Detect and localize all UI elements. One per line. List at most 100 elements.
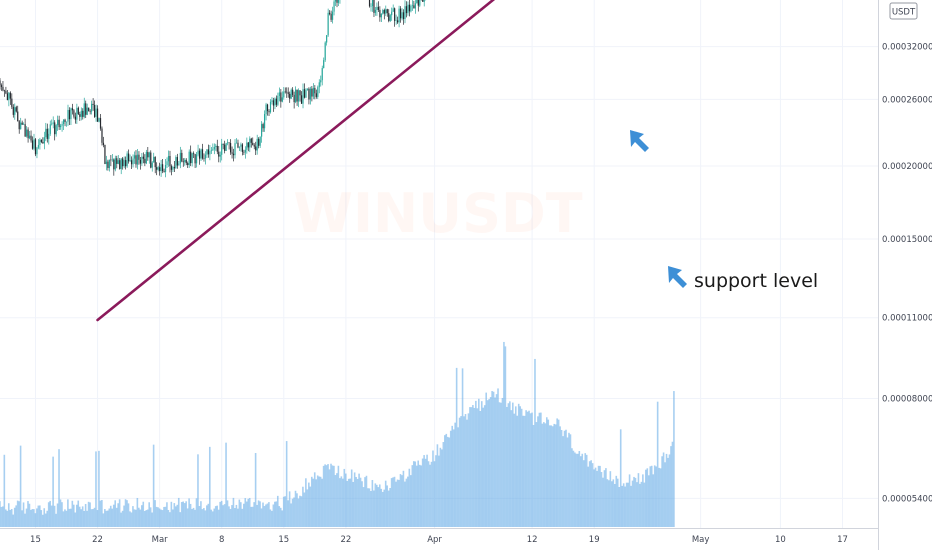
volume-bar — [526, 411, 529, 527]
volume-bar — [380, 488, 383, 527]
candle-body — [46, 128, 48, 139]
candle-body — [213, 146, 215, 150]
x-tick-label: 22 — [340, 535, 351, 545]
candle-body — [68, 109, 71, 120]
support-level-label: support level — [694, 270, 818, 292]
candle-body — [271, 100, 273, 102]
volume-bar — [207, 503, 210, 527]
volume-bar — [381, 491, 384, 527]
volume-bar — [2, 506, 4, 527]
volume-bar — [28, 503, 31, 527]
candle-body — [9, 92, 11, 99]
volume-bar — [31, 509, 34, 527]
candle-body — [197, 150, 199, 155]
candle-body — [228, 142, 230, 144]
volume-bar — [260, 508, 263, 527]
volume-bar — [523, 415, 526, 527]
volume-bar — [223, 504, 226, 527]
volume-bar — [652, 474, 655, 527]
volume-bar — [124, 499, 127, 527]
candle-body — [31, 140, 34, 149]
volume-bar — [340, 476, 343, 527]
volume-bar — [226, 500, 229, 527]
volume-bar — [640, 481, 643, 527]
volume-bar — [404, 481, 406, 527]
volume-bar — [482, 407, 485, 527]
y-axis: USDT 0.003800000.003200000.002600000.002… — [878, 0, 932, 550]
candle-body — [0, 85, 3, 87]
volume-bar — [107, 510, 109, 527]
volume-bar — [308, 482, 310, 527]
volume-bar — [80, 509, 82, 527]
candle-body — [194, 154, 196, 164]
volume-bar — [500, 402, 502, 527]
volume-bar — [547, 419, 550, 527]
volume-bar — [62, 511, 65, 527]
candle-body — [289, 93, 291, 99]
candle-body — [385, 9, 387, 14]
candle-body — [280, 92, 282, 102]
volume-bar — [211, 511, 214, 527]
candle-body — [203, 158, 205, 160]
candle-body — [266, 104, 269, 112]
volume-bar — [609, 471, 612, 527]
volume-bar — [229, 508, 232, 527]
candle-body — [303, 89, 306, 98]
volume-bar — [510, 410, 513, 527]
volume-bar — [96, 510, 99, 527]
volume-bar — [636, 482, 638, 527]
volume-bar — [102, 513, 105, 527]
volume-bar — [356, 478, 359, 527]
volume-bar — [118, 499, 121, 527]
candle-body — [414, 3, 416, 9]
candle-body — [14, 107, 16, 115]
volume-bar — [572, 450, 575, 527]
candle-body — [138, 154, 140, 160]
volume-bar — [328, 469, 331, 527]
currency-button[interactable] — [889, 2, 918, 20]
candle-body — [51, 123, 53, 125]
x-tick-label: 8 — [219, 535, 224, 545]
volume-bar — [361, 481, 363, 527]
volume-bar — [43, 508, 46, 527]
volume-bar — [424, 458, 427, 527]
volume-bar — [557, 419, 560, 527]
volume-bar — [285, 441, 288, 527]
volume-bar — [470, 407, 473, 527]
volume-bar — [290, 503, 292, 527]
volume-bar — [647, 475, 650, 527]
candle-body — [305, 89, 307, 98]
volume-bar — [395, 481, 397, 527]
volume-bar — [540, 412, 542, 527]
volume-bar — [619, 429, 622, 527]
candle-body — [159, 167, 161, 172]
candle-body — [148, 152, 150, 158]
volume-bar — [368, 488, 371, 527]
volume-bar — [225, 442, 227, 527]
volume-bar — [167, 509, 170, 527]
volume-bar — [655, 466, 657, 527]
volume-bar — [485, 392, 487, 527]
volume-bar — [55, 513, 57, 527]
candle-body — [204, 154, 207, 159]
volume-bar — [420, 465, 422, 527]
volume-bar — [562, 436, 564, 527]
volume-bar — [305, 478, 307, 527]
currency-label[interactable]: USDT — [892, 8, 916, 18]
candle-body — [232, 153, 235, 156]
volume-bar — [367, 488, 369, 527]
volume-bar — [588, 461, 591, 527]
volume-bar — [296, 493, 298, 527]
candle-body — [91, 103, 93, 112]
candle-body — [135, 155, 137, 165]
candle-body — [258, 138, 260, 146]
volume-bar — [571, 448, 573, 527]
candle-body — [210, 150, 212, 152]
volume-bar — [466, 419, 468, 527]
volume-bar — [253, 502, 255, 527]
candle-body — [324, 42, 326, 61]
candle-body — [58, 119, 60, 128]
volume-bar — [83, 510, 85, 527]
candle-body — [330, 13, 332, 20]
